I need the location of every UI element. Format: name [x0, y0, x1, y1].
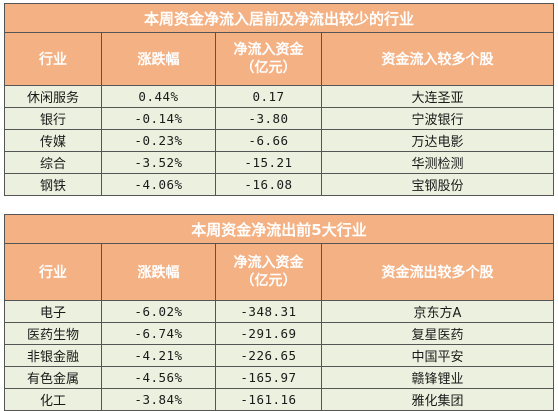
- industry-cell: 非银金融: [4, 344, 102, 367]
- change-cell: -4.21%: [101, 344, 216, 367]
- table-title: 本周资金净流出前5大行业: [3, 214, 555, 244]
- stock-cell: 大连圣亚: [320, 85, 555, 108]
- change-cell: -6.02%: [101, 300, 216, 323]
- table-row: 电子 -6.02% -348.31 京东方A: [4, 300, 555, 323]
- stock-cell: 复星医药: [320, 322, 555, 345]
- net-inflow-cell: 0.17: [215, 85, 322, 108]
- industry-cell: 医药生物: [4, 322, 102, 345]
- net-inflow-cell: -6.66: [215, 129, 322, 152]
- industry-cell: 传媒: [4, 129, 102, 152]
- stock-cell: 赣锋锂业: [320, 366, 555, 389]
- table-row: 化工 -3.84% -161.16 雅化集团: [4, 388, 555, 411]
- stock-cell: 中国平安: [320, 344, 555, 367]
- net-inflow-cell: -15.21: [215, 151, 322, 174]
- industry-cell: 电子: [4, 300, 102, 323]
- industry-cell: 银行: [4, 107, 102, 130]
- stock-cell: 宁波银行: [320, 107, 555, 130]
- change-cell: -3.84%: [101, 388, 216, 411]
- column-header-net-inflow: 净流入资金 （亿元）: [215, 32, 322, 86]
- net-inflow-cell: -226.65: [215, 344, 322, 367]
- net-inflow-cell: -348.31: [215, 300, 322, 323]
- net-inflow-cell: -165.97: [215, 366, 322, 389]
- change-cell: -3.52%: [101, 151, 216, 174]
- table-row: 非银金融 -4.21% -226.65 中国平安: [4, 344, 555, 367]
- change-cell: -4.06%: [101, 173, 216, 196]
- net-inflow-cell: -3.80: [215, 107, 322, 130]
- column-header-industry: 行业: [4, 243, 102, 301]
- column-header-net-inflow: 净流入资金 （亿元）: [215, 243, 322, 301]
- stock-cell: 万达电影: [320, 129, 555, 152]
- column-header-net-inflow-label: 净流入资金: [233, 255, 304, 271]
- column-header-net-inflow-label: 净流入资金: [233, 42, 304, 58]
- change-cell: -0.23%: [101, 129, 216, 152]
- industry-cell: 综合: [4, 151, 102, 174]
- industry-cell: 化工: [4, 388, 102, 411]
- table-row: 综合 -3.52% -15.21 华测检测: [4, 151, 555, 174]
- change-cell: 0.44%: [101, 85, 216, 108]
- column-header-industry: 行业: [4, 32, 102, 86]
- column-header-change: 涨跌幅: [101, 32, 216, 86]
- industry-cell: 有色金属: [4, 366, 102, 389]
- stock-cell: 雅化集团: [320, 388, 555, 411]
- table-row: 钢铁 -4.06% -16.08 宝钢股份: [4, 173, 555, 196]
- table-row: 传媒 -0.23% -6.66 万达电影: [4, 129, 555, 152]
- outflow-industry-table: 本周资金净流出前5大行业 行业 涨跌幅 净流入资金 （亿元） 资金流出较多个股 …: [3, 214, 555, 411]
- stock-cell: 宝钢股份: [320, 173, 555, 196]
- column-header-net-inflow-unit: （亿元）: [240, 60, 297, 76]
- column-header-change: 涨跌幅: [101, 243, 216, 301]
- stock-cell: 华测检测: [320, 151, 555, 174]
- net-inflow-cell: -161.16: [215, 388, 322, 411]
- column-header-top-stocks: 资金流出较多个股: [320, 243, 555, 301]
- table-title: 本周资金净流入居前及净流出较少的行业: [3, 3, 555, 33]
- table-row: 医药生物 -6.74% -291.69 复星医药: [4, 322, 555, 345]
- stock-cell: 京东方A: [320, 300, 555, 323]
- change-cell: -4.56%: [101, 366, 216, 389]
- change-cell: -6.74%: [101, 322, 216, 345]
- table-row: 有色金属 -4.56% -165.97 赣锋锂业: [4, 366, 555, 389]
- change-cell: -0.14%: [101, 107, 216, 130]
- net-inflow-cell: -16.08: [215, 173, 322, 196]
- industry-cell: 钢铁: [4, 173, 102, 196]
- column-header-top-stocks: 资金流入较多个股: [320, 32, 555, 86]
- net-inflow-cell: -291.69: [215, 322, 322, 345]
- industry-cell: 休闲服务: [4, 85, 102, 108]
- table-row: 休闲服务 0.44% 0.17 大连圣亚: [4, 85, 555, 108]
- inflow-industry-table: 本周资金净流入居前及净流出较少的行业 行业 涨跌幅 净流入资金 （亿元） 资金流…: [3, 3, 555, 196]
- column-header-net-inflow-unit: （亿元）: [240, 273, 297, 289]
- table-row: 银行 -0.14% -3.80 宁波银行: [4, 107, 555, 130]
